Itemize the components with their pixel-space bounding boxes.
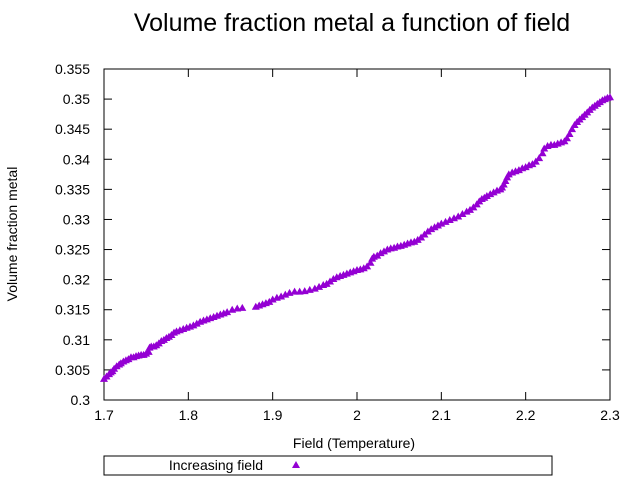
data-point — [144, 347, 153, 355]
x-tick-label: 2 — [353, 407, 361, 423]
data-point — [363, 262, 372, 270]
legend: Increasing field — [103, 455, 553, 476]
legend-marker — [292, 461, 300, 468]
y-axis-tick-labels: 0.3 0.305 0.31 0.315 0.32 0.325 0.33 0.335 0.34 0… — [55, 61, 90, 408]
data-point — [538, 149, 547, 157]
data-point — [437, 219, 446, 227]
data-point — [376, 249, 385, 257]
data-point — [531, 157, 540, 165]
legend-box — [103, 455, 553, 476]
data-point — [329, 275, 338, 283]
data-point — [433, 221, 442, 229]
data-point — [445, 216, 454, 224]
y-tick-label: 0.32 — [63, 272, 90, 288]
y-tick-label: 0.35 — [63, 91, 90, 107]
data-point — [514, 166, 523, 174]
data-point — [535, 154, 544, 162]
data-point — [441, 217, 450, 225]
x-tick-label: 2.1 — [432, 407, 452, 423]
data-point — [366, 258, 375, 266]
data-point — [268, 295, 277, 303]
data-point — [277, 292, 286, 300]
y-tick-label: 0.335 — [55, 181, 90, 197]
data-point — [310, 284, 319, 292]
data-point — [290, 287, 299, 295]
y-tick-label: 0.305 — [55, 362, 90, 378]
data-point — [501, 176, 510, 184]
x-tick-label: 2.3 — [600, 407, 620, 423]
y-tick-label: 0.345 — [55, 121, 90, 137]
chart-title: Volume fraction metal a function of fiel… — [134, 9, 570, 37]
y-tick-label: 0.3 — [71, 392, 91, 408]
data-points — [100, 93, 614, 382]
y-tick-label: 0.33 — [63, 211, 90, 227]
y-tick-label: 0.31 — [63, 332, 90, 348]
data-point — [430, 223, 439, 231]
data-point — [315, 282, 324, 290]
data-point — [606, 93, 614, 101]
legend-label: Increasing field — [169, 457, 263, 473]
data-point — [504, 170, 513, 178]
data-point — [410, 237, 419, 245]
data-point — [568, 125, 577, 133]
data-point — [192, 319, 201, 327]
y-tick-label: 0.325 — [55, 242, 90, 258]
data-point — [462, 207, 471, 215]
data-point — [486, 190, 495, 198]
data-point — [189, 321, 198, 329]
y-tick-label: 0.34 — [63, 151, 90, 167]
data-point — [449, 214, 458, 222]
x-tick-label: 1.7 — [94, 407, 114, 423]
x-tick-label: 1.9 — [263, 407, 283, 423]
data-point — [223, 308, 232, 316]
data-point — [489, 188, 498, 196]
data-point — [482, 191, 491, 199]
data-point — [458, 210, 467, 218]
data-point — [562, 134, 571, 142]
data-point — [359, 264, 368, 272]
data-point — [454, 212, 463, 220]
data-point — [238, 303, 247, 311]
data-point — [281, 290, 290, 298]
data-point — [521, 163, 530, 171]
x-axis-tick-labels: 1.7 1.8 1.9 2 2.1 2.2 2.3 — [94, 407, 620, 423]
x-axis-title: Field (Temperature) — [293, 435, 415, 451]
data-point — [565, 129, 574, 137]
data-point — [427, 225, 436, 233]
x-tick-label: 1.8 — [179, 407, 199, 423]
data-point — [379, 247, 388, 255]
x-tick-label: 2.2 — [516, 407, 536, 423]
y-axis-title: Volume fraction metal — [4, 167, 20, 302]
data-point — [499, 180, 508, 188]
plot-frame — [103, 68, 611, 401]
y-tick-label: 0.355 — [55, 61, 90, 77]
y-tick-label: 0.315 — [55, 302, 90, 318]
axis-ticks — [103, 68, 611, 401]
